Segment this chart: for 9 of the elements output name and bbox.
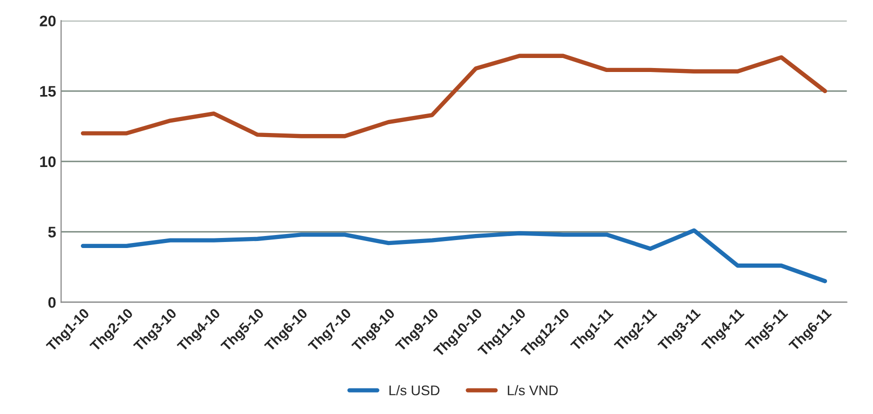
y-tick-label: 15: [40, 86, 56, 97]
y-tick-label: 10: [40, 156, 56, 168]
y-tick-label: 0: [48, 297, 56, 308]
line-series: [80, 54, 828, 138]
y-tick-label: 20: [40, 16, 56, 26]
y-tick-label: 5: [48, 226, 56, 238]
legend-label: L/s VND: [508, 385, 558, 396]
line-series: [80, 228, 828, 284]
legend-label: L/s USD: [390, 385, 440, 396]
